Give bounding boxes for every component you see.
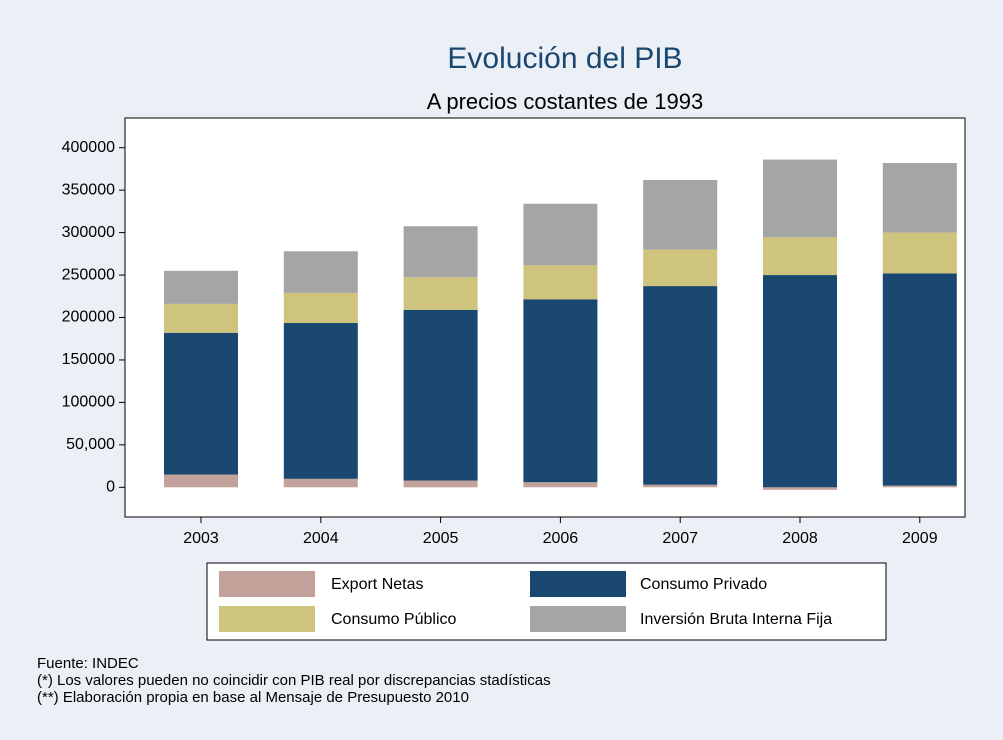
bar-segment — [164, 303, 238, 333]
chart-subtitle: A precios costantes de 1993 — [427, 89, 703, 114]
bar-segment — [882, 232, 957, 274]
footnote: (**) Elaboración propia en base al Mensa… — [37, 689, 469, 706]
bar-segment — [882, 485, 957, 488]
bar-segment — [643, 286, 718, 485]
y-tick-label: 250000 — [62, 266, 115, 283]
bar-segment — [164, 474, 238, 488]
bar-segment — [403, 309, 478, 481]
bar-segment — [283, 478, 358, 488]
x-tick-label: 2008 — [782, 530, 818, 547]
legend-label: Inversión Bruta Interna Fija — [640, 611, 832, 628]
bar-segment — [523, 265, 598, 300]
bar-segment — [164, 332, 238, 475]
y-tick-label: 350000 — [62, 181, 115, 198]
bar-segment — [403, 277, 478, 310]
bar-segment — [403, 226, 478, 278]
x-tick-label: 2007 — [662, 530, 698, 547]
bar-segment — [403, 480, 478, 488]
legend-swatch — [219, 571, 315, 597]
bar-segment — [643, 179, 718, 250]
bar-segment — [643, 484, 718, 488]
legend-label: Consumo Público — [331, 611, 457, 628]
footnote: Fuente: INDEC — [37, 655, 139, 672]
legend-label: Consumo Privado — [640, 576, 767, 593]
chart-title: Evolución del PIB — [447, 42, 682, 75]
x-tick-label: 2003 — [183, 530, 219, 547]
x-tick-label: 2009 — [902, 530, 938, 547]
y-tick-label: 300000 — [62, 224, 115, 241]
bar-segment — [882, 273, 957, 486]
legend-swatch — [219, 606, 315, 632]
legend-swatch — [530, 571, 626, 597]
bar-segment — [164, 270, 238, 304]
bar-segment — [763, 159, 837, 238]
y-tick-label: 0 — [106, 479, 115, 496]
legend-swatch — [530, 606, 626, 632]
bar-segment — [763, 237, 837, 276]
legend-label: Export Netas — [331, 576, 423, 593]
x-tick-label: 2004 — [303, 530, 339, 547]
bar-segment — [643, 249, 718, 287]
y-tick-label: 400000 — [62, 139, 115, 156]
y-tick-label: 200000 — [62, 309, 115, 326]
y-tick-label: 100000 — [62, 394, 115, 411]
bar-segment — [523, 299, 598, 483]
y-tick-label: 50,000 — [66, 436, 115, 453]
bar-segment — [283, 323, 358, 479]
bar-segment — [283, 251, 358, 293]
footnote: (*) Los valores pueden no coincidir con … — [37, 672, 551, 689]
x-tick-label: 2005 — [423, 530, 459, 547]
bar-segment — [283, 292, 358, 324]
y-tick-label: 150000 — [62, 351, 115, 368]
bar-segment — [763, 275, 837, 488]
bar-segment — [763, 487, 837, 490]
bar-segment — [523, 203, 598, 266]
bar-segment — [523, 482, 598, 488]
bar-segment — [882, 162, 957, 233]
x-tick-label: 2006 — [543, 530, 579, 547]
